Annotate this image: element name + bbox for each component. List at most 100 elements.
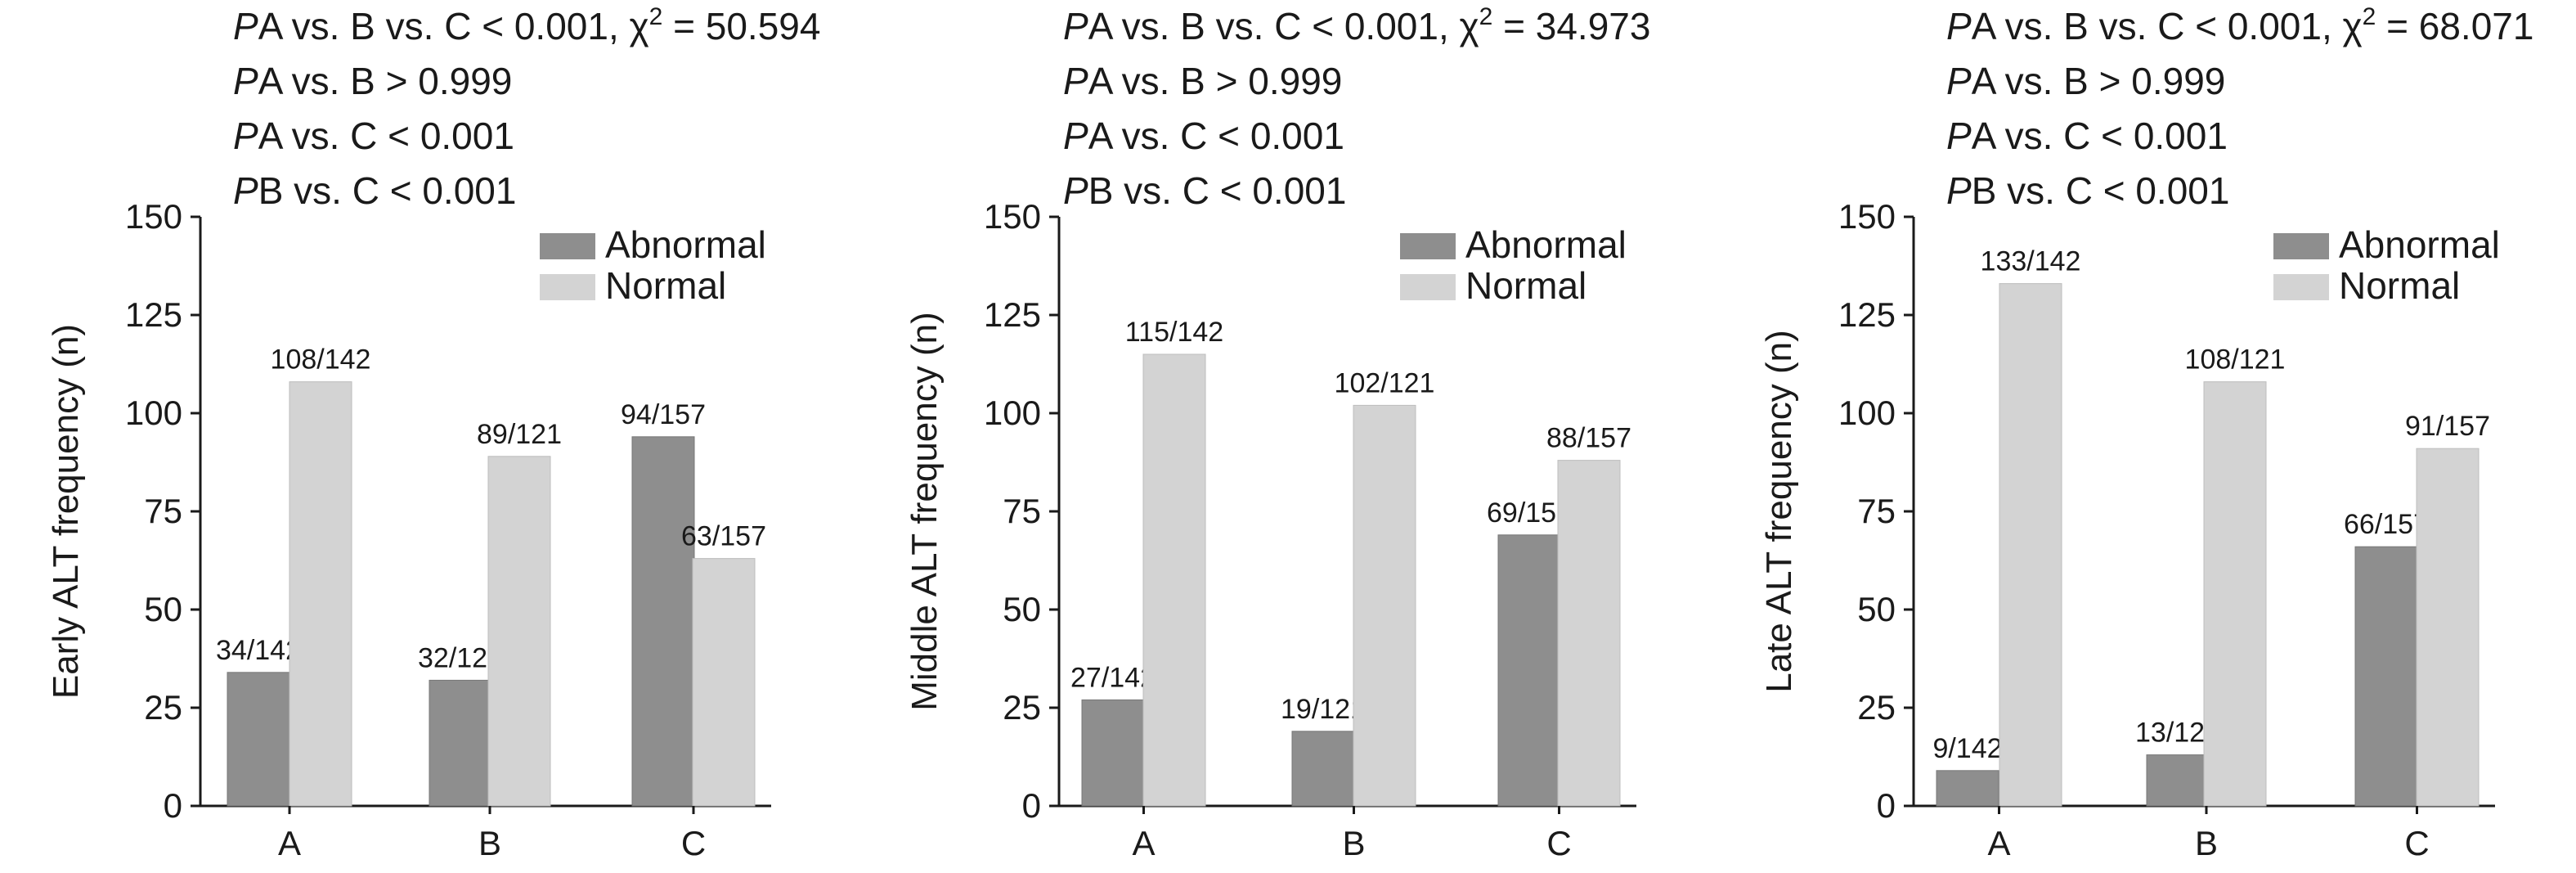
data-label: 66/157 [2344, 509, 2429, 540]
x-category-label: C [681, 824, 706, 862]
bar-normal-b [2203, 381, 2267, 807]
stat-line-ab: PA vs. B > 0.999 [1946, 60, 2225, 102]
stat-text: A vs. B vs. C < 0.001, χ [1972, 5, 2363, 47]
bar-normal-a [1999, 283, 2062, 807]
bar-normal-b [1353, 404, 1416, 807]
y-tick-label: 25 [144, 688, 182, 727]
bar-normal-c [2416, 448, 2480, 807]
bar-abnormal-b [2146, 754, 2210, 807]
y-tick-label: 100 [984, 394, 1041, 432]
stat-text: A vs. B > 0.999 [1088, 60, 1343, 102]
stat-p-label: P [233, 5, 258, 47]
legend-swatch-normal [2273, 274, 2329, 300]
stat-line-bc: PB vs. C < 0.001 [1063, 169, 1346, 212]
data-label: 102/121 [1335, 367, 1435, 398]
y-tick-label: 75 [144, 492, 182, 530]
x-category-label: B [478, 824, 501, 862]
stat-line-overall: PA vs. B vs. C < 0.001, χ2 = 68.071 [1946, 3, 2533, 47]
y-tick-label: 100 [125, 394, 182, 432]
y-tick-label: 25 [1003, 688, 1041, 727]
stat-text: B vs. C < 0.001 [1972, 169, 2230, 212]
bar-normal-b [487, 456, 551, 807]
x-category-label: A [1987, 824, 2010, 862]
stat-p-label: P [1063, 115, 1088, 157]
stat-text: B vs. C < 0.001 [1088, 169, 1347, 212]
data-label: 19/121 [1281, 694, 1366, 725]
bar-abnormal-c [2354, 546, 2418, 807]
stat-text: A vs. B > 0.999 [1972, 60, 2226, 102]
stat-superscript: 2 [649, 3, 663, 30]
y-tick-label: 0 [164, 786, 182, 825]
x-category-label: C [2404, 824, 2429, 862]
stat-p-label: P [1946, 169, 1972, 212]
stat-text: A vs. C < 0.001 [1088, 115, 1344, 157]
x-category-label: A [278, 824, 301, 862]
stat-line-ac: PA vs. C < 0.001 [1063, 115, 1344, 157]
y-tick-label: 125 [1838, 295, 1896, 334]
y-tick-label: 0 [1022, 786, 1041, 825]
bar-normal-c [692, 558, 756, 807]
data-label: 115/142 [1125, 317, 1223, 348]
legend-label: Abnormal [1465, 223, 1627, 266]
data-label: 108/142 [271, 344, 371, 376]
bar-abnormal-c [1497, 534, 1561, 807]
data-label: 133/142 [1981, 246, 2081, 277]
data-label: 63/157 [681, 521, 766, 552]
stat-value: = 50.594 [662, 5, 820, 47]
y-axis-title: Early ALT frequency (n) [46, 324, 86, 699]
stat-p-label: P [233, 115, 258, 157]
bar-abnormal-c [631, 436, 695, 807]
y-tick-label: 50 [1003, 590, 1041, 628]
y-tick-label: 25 [1857, 688, 1896, 727]
stat-line-ac: PA vs. C < 0.001 [233, 115, 514, 157]
bar-normal-c [1557, 460, 1621, 807]
stat-text: A vs. C < 0.001 [258, 115, 514, 157]
stat-text: B vs. C < 0.001 [258, 169, 517, 212]
data-label: 27/142 [1070, 662, 1156, 693]
legend-label: Normal [1465, 264, 1586, 307]
y-tick-label: 150 [125, 197, 182, 236]
stat-superscript: 2 [2363, 3, 2376, 30]
y-axis-title: Middle ALT frequency (n) [904, 312, 945, 711]
bar-normal-a [1142, 353, 1206, 807]
legend-swatch-normal [1400, 274, 1456, 300]
y-tick-label: 50 [144, 590, 182, 628]
bar-abnormal-b [429, 679, 492, 807]
y-tick-label: 75 [1003, 492, 1041, 530]
x-category-label: C [1546, 824, 1571, 862]
y-tick-label: 150 [984, 197, 1041, 236]
legend-swatch-abnormal [540, 233, 595, 259]
stat-line-ab: PA vs. B > 0.999 [233, 60, 512, 102]
stat-text: A vs. B vs. C < 0.001, χ [258, 5, 649, 47]
data-label: 89/121 [477, 419, 562, 450]
y-axis-title: Late ALT frequency (n) [1759, 330, 1799, 693]
bar-abnormal-b [1291, 731, 1355, 807]
stat-text: A vs. C < 0.001 [1972, 115, 2228, 157]
y-tick-label: 0 [1877, 786, 1896, 825]
y-tick-label: 75 [1857, 492, 1896, 530]
legend-swatch-normal [540, 274, 595, 300]
stat-line-ab: PA vs. B > 0.999 [1063, 60, 1342, 102]
y-tick-label: 50 [1857, 590, 1896, 628]
stat-p-label: P [233, 169, 258, 212]
legend-label: Abnormal [605, 223, 766, 266]
stat-text: A vs. B > 0.999 [258, 60, 513, 102]
y-tick-label: 125 [984, 295, 1041, 334]
x-category-label: A [1132, 824, 1155, 862]
y-tick-label: 125 [125, 295, 182, 334]
y-tick-label: 100 [1838, 394, 1896, 432]
stat-p-label: P [1063, 5, 1088, 47]
legend-label: Normal [605, 264, 726, 307]
bar-abnormal-a [1081, 699, 1145, 807]
x-category-label: B [2195, 824, 2218, 862]
stat-value: = 34.973 [1492, 5, 1650, 47]
data-label: 94/157 [621, 399, 706, 430]
stat-line-overall: PA vs. B vs. C < 0.001, χ2 = 50.594 [233, 3, 820, 47]
